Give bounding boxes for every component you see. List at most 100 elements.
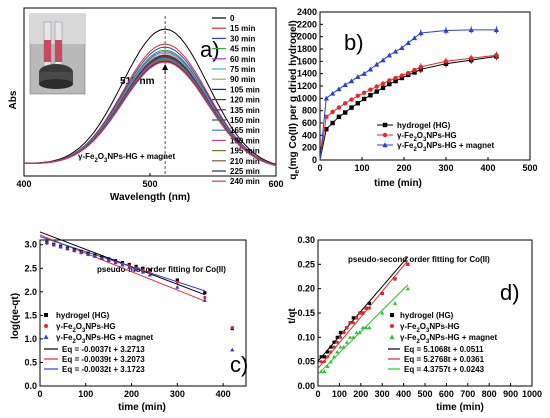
panel-d-y-tick-label: 0.30: [297, 235, 315, 245]
panel-d-legend-label: hydrogel (HG): [400, 311, 454, 320]
panel-b-data-point: [361, 96, 367, 102]
panel-d-data-point: [364, 306, 368, 310]
panel-d-data-point: [367, 301, 371, 305]
panel-c-data-point: [148, 270, 152, 275]
panel-a-legend-label: 240 min: [230, 177, 260, 186]
panel-b-data-point: [494, 52, 499, 58]
panel-b-y-tick-label: 2000: [297, 32, 317, 42]
panel-d-data-point: [351, 321, 355, 325]
panel-d-data-point: [338, 344, 343, 349]
panel-d-data-point: [406, 262, 410, 266]
panel-b-y-tick-label: 0: [312, 155, 317, 165]
panel-d-x-tick-label: 200: [353, 389, 368, 399]
panel-d-y-tick-label: 0.10: [297, 332, 315, 342]
panel-b-y-tick-label: 200: [302, 143, 317, 153]
panel-c-data-point: [230, 326, 234, 330]
panel-c-y-tick-label: 2.0: [24, 287, 37, 297]
panel-c-fit-legend-label: Eq = -0.0032t + 3.1723: [62, 365, 145, 374]
panel-b-data-point: [418, 30, 424, 36]
panel-b-data-point: [405, 40, 411, 46]
panel-d-data-point: [367, 306, 371, 310]
panel-c-data-point: [113, 260, 118, 265]
panel-b-data-point: [468, 27, 474, 33]
panel-d-legend-label: γ-Fe2O3NPs-HG: [400, 322, 460, 334]
panel-b-adsorption-kinetics: b) time (min) qe(mg Co(II) per g dried h…: [288, 7, 538, 189]
panel-c-pseudo-first-order: c) pseudo-first order fitting for Co(II)…: [10, 231, 248, 413]
panel-a-label: a): [200, 37, 220, 62]
panel-b-data-point: [418, 64, 423, 70]
panel-b-data-point: [399, 75, 405, 81]
panel-c-legend-label: γ-Fe2O3NPs-HG: [56, 322, 116, 334]
panel-b-y-tick-label: 1800: [297, 44, 317, 54]
panel-d-x-tick-label: 1000: [522, 389, 542, 399]
panel-b-y-tick-label: 1400: [297, 69, 317, 79]
panel-c-data-point: [58, 244, 63, 249]
panel-d-pseudo-second-order: d) pseudo-second order fitting for Co(II…: [287, 235, 542, 413]
panel-b-data-point: [493, 27, 500, 33]
panel-d-data-point: [354, 330, 359, 335]
panel-d-data-point: [328, 359, 333, 364]
panel-d-legend-swatch-marker: [390, 324, 394, 328]
panel-c-legend-swatch-marker: [44, 313, 48, 317]
panel-b-data-point: [342, 82, 348, 87]
panel-b-data-point: [386, 52, 392, 58]
panel-d-data-point: [351, 335, 356, 339]
panel-d-legend-swatch-marker: [390, 313, 394, 317]
panel-b-data-point: [348, 78, 355, 84]
panel-d-data-point: [326, 355, 330, 359]
panel-d-data-point: [361, 311, 365, 315]
panel-b-data-point: [330, 120, 335, 126]
panel-d-data-point: [332, 345, 336, 349]
panel-b-x-tick-label: 300: [438, 163, 453, 173]
panel-d-data-point: [331, 354, 337, 359]
panel-d-data-point: [322, 369, 327, 373]
panel-b-x-tick-label: 200: [396, 163, 411, 173]
panel-d-data-point: [335, 340, 339, 344]
panel-b-data-point: [349, 105, 354, 110]
panel-d-data-point: [351, 316, 355, 320]
panel-a-legend-label: 45 min: [230, 45, 255, 54]
panel-b-x-tick-label: 100: [354, 163, 369, 173]
panel-c-y-tick-label: 0.0: [24, 381, 37, 391]
panel-d-fit-legend-label: Eq = 4.3757t + 0.0243: [404, 365, 485, 374]
panel-c-data-point: [92, 253, 98, 258]
panel-b-legend-label: hydrogel (HG): [397, 121, 451, 130]
panel-c-data-point: [85, 252, 91, 256]
panel-d-y-axis-title: t/qt: [287, 308, 298, 324]
panel-d-x-tick-label: 300: [375, 389, 390, 399]
panel-b-data-point: [411, 35, 418, 41]
panel-a-spectrum-line: [23, 61, 277, 167]
panel-d-x-tick-label: 800: [482, 389, 497, 399]
panel-d-x-tick-label: 500: [417, 389, 432, 399]
panel-b-data-point: [323, 95, 329, 101]
panel-c-data-point: [147, 272, 152, 277]
panel-b-legend-label: γ-Fe2O3NPs-HG: [397, 131, 457, 143]
panel-d-y-tick-label: 0.00: [297, 381, 315, 391]
panel-a-uv-vis-spectra: a) Wavelength (nm) Abs 512 nm 400 500 6000…: [8, 7, 284, 203]
panel-a-legend-label: 180 min: [230, 136, 260, 145]
panel-a-peak-arrow-head: [162, 64, 169, 70]
photo-inset: [29, 13, 86, 95]
panel-c-y-axis-title: log(qe-qt): [10, 293, 21, 339]
panel-b-y-tick-label: 1200: [297, 81, 317, 91]
panel-d-data-point: [392, 301, 398, 305]
panel-c-data-point: [120, 262, 125, 267]
panel-d-data-point: [338, 335, 343, 339]
panel-b-data-point: [355, 74, 361, 79]
panel-d-data-point: [338, 330, 343, 335]
panel-d-data-point: [325, 364, 330, 369]
panel-c-legend-label: γ-Fe2O3NPs-HG + magnet: [56, 333, 154, 345]
panel-b-data-point: [393, 78, 398, 84]
panel-d-title-line: pseudo-second order fitting for Co(II): [348, 255, 490, 264]
panel-b-x-tick-label: 0: [317, 163, 322, 173]
panel-b-data-point: [374, 84, 379, 89]
panel-b-legend-label: γ-Fe2O3NPs-HG + magnet: [397, 141, 495, 153]
panel-b-legend-swatch-marker: [382, 132, 388, 138]
panel-b-data-point: [361, 70, 367, 76]
panel-c-data-point: [44, 240, 49, 244]
panel-c-y-tick-label: 1.0: [24, 334, 37, 344]
panel-d-data-point: [319, 369, 324, 373]
panel-c-data-point: [72, 248, 77, 252]
panel-d-data-point: [348, 335, 353, 339]
panel-c-x-tick-label: 200: [124, 389, 139, 399]
